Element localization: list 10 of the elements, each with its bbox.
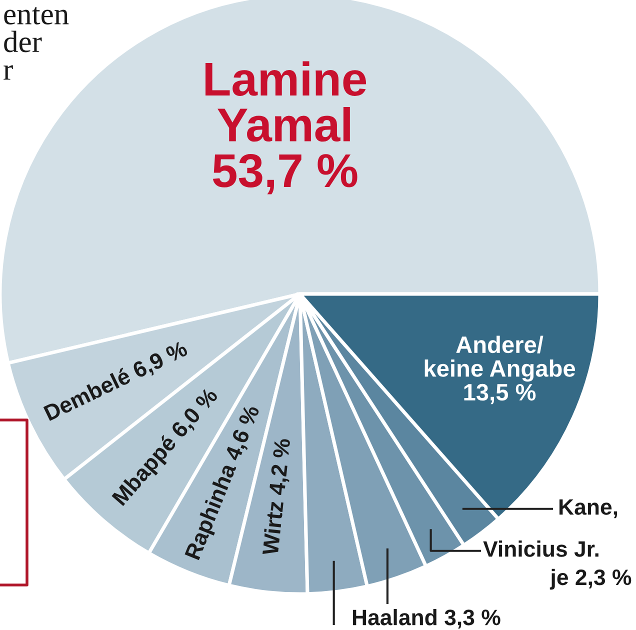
data-label: 13,5 % [464, 384, 536, 404]
slice-label: Andere/ keine Angabe [424, 336, 576, 382]
slice-label: Vinicius Jr. [483, 540, 598, 557]
data-label: 53,7 % [212, 154, 358, 194]
text: enten der r [4, 7, 69, 80]
slice-label: Kane, [559, 499, 618, 518]
slice-label: Haaland 3,3 % [352, 609, 500, 629]
slice-label: Wirtz 4,2 % [262, 438, 294, 556]
slice-label: Lamine Yamal [206, 61, 366, 142]
data-label: je 2,3 % [550, 568, 632, 590]
